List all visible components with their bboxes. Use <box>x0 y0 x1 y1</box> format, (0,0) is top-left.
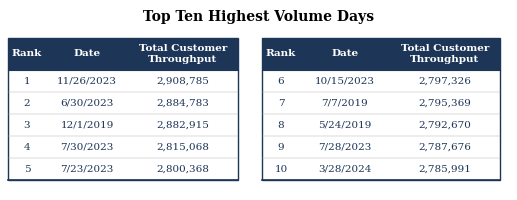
Text: Top Ten Highest Volume Days: Top Ten Highest Volume Days <box>143 10 374 24</box>
Text: 7/28/2023: 7/28/2023 <box>318 142 372 152</box>
Bar <box>300 92 390 114</box>
Bar <box>390 114 500 136</box>
Bar <box>8 114 46 136</box>
Bar <box>128 114 238 136</box>
Text: 2,797,326: 2,797,326 <box>419 76 472 86</box>
Bar <box>128 136 238 158</box>
Bar <box>262 92 300 114</box>
Text: 5: 5 <box>24 164 31 173</box>
Bar <box>262 136 300 158</box>
Bar <box>46 92 128 114</box>
Bar <box>262 38 300 70</box>
Bar <box>46 136 128 158</box>
Text: 2,792,670: 2,792,670 <box>419 120 472 130</box>
Bar <box>300 136 390 158</box>
Text: 2: 2 <box>24 98 31 108</box>
Text: 3/28/2024: 3/28/2024 <box>318 164 372 173</box>
Bar <box>46 114 128 136</box>
Text: 2,882,915: 2,882,915 <box>157 120 209 130</box>
Bar <box>8 38 46 70</box>
Text: 2,785,991: 2,785,991 <box>419 164 472 173</box>
Text: Rank: Rank <box>12 49 42 58</box>
Text: 4: 4 <box>24 142 31 152</box>
Bar <box>8 158 46 180</box>
Bar <box>8 70 46 92</box>
Bar <box>128 92 238 114</box>
Text: 7/7/2019: 7/7/2019 <box>322 98 369 108</box>
Bar <box>300 70 390 92</box>
Text: 11/26/2023: 11/26/2023 <box>57 76 117 86</box>
Text: 2,908,785: 2,908,785 <box>157 76 209 86</box>
Text: 7: 7 <box>278 98 284 108</box>
Bar <box>300 38 390 70</box>
Text: 5/24/2019: 5/24/2019 <box>318 120 372 130</box>
Bar <box>128 38 238 70</box>
Text: 7/30/2023: 7/30/2023 <box>60 142 114 152</box>
Bar <box>390 92 500 114</box>
Bar <box>46 38 128 70</box>
Text: 2,800,368: 2,800,368 <box>157 164 209 173</box>
Bar <box>8 136 46 158</box>
Text: Rank: Rank <box>266 49 296 58</box>
Bar <box>300 114 390 136</box>
Bar <box>390 136 500 158</box>
Text: 2,884,783: 2,884,783 <box>157 98 209 108</box>
Text: 12/1/2019: 12/1/2019 <box>60 120 114 130</box>
Text: 2,795,369: 2,795,369 <box>419 98 472 108</box>
Text: 7/23/2023: 7/23/2023 <box>60 164 114 173</box>
Text: Total Customer
Throughput: Total Customer Throughput <box>401 44 489 64</box>
Text: 9: 9 <box>278 142 284 152</box>
Text: 1: 1 <box>24 76 31 86</box>
Bar <box>46 70 128 92</box>
Text: Date: Date <box>73 49 101 58</box>
Bar <box>300 158 390 180</box>
Text: 6/30/2023: 6/30/2023 <box>60 98 114 108</box>
Text: Total Customer
Throughput: Total Customer Throughput <box>139 44 227 64</box>
Text: 3: 3 <box>24 120 31 130</box>
Text: 2,815,068: 2,815,068 <box>157 142 209 152</box>
Bar <box>390 38 500 70</box>
Bar <box>262 114 300 136</box>
Text: 2,787,676: 2,787,676 <box>419 142 472 152</box>
Bar <box>8 38 238 180</box>
Text: Date: Date <box>331 49 359 58</box>
Bar <box>262 38 500 180</box>
Bar <box>128 158 238 180</box>
Bar <box>262 158 300 180</box>
Bar <box>390 70 500 92</box>
Bar <box>128 70 238 92</box>
Bar <box>262 70 300 92</box>
Text: 10/15/2023: 10/15/2023 <box>315 76 375 86</box>
Text: 8: 8 <box>278 120 284 130</box>
Text: 6: 6 <box>278 76 284 86</box>
Bar <box>8 92 46 114</box>
Bar <box>46 158 128 180</box>
Text: 10: 10 <box>275 164 287 173</box>
Bar <box>390 158 500 180</box>
